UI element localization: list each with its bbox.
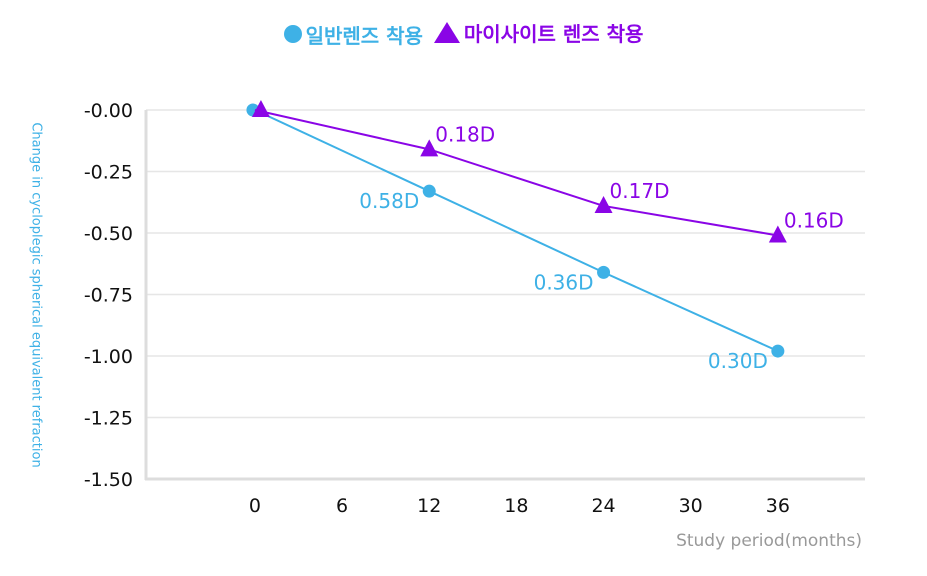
data-label: 0.17D [610, 179, 670, 203]
x-tick-label: 36 [766, 495, 790, 517]
data-label: 0.36D [534, 270, 594, 294]
data-label: 0.18D [435, 122, 495, 146]
data-point-circle [597, 265, 611, 279]
x-tick-label: 12 [417, 495, 441, 517]
legend-item-regular-lens[interactable]: 일반렌즈 착용 [283, 20, 423, 49]
y-tick-label: -0.50 [84, 223, 133, 245]
data-point-triangle [420, 139, 439, 157]
x-tick-label: 18 [504, 495, 528, 517]
series-line-0 [254, 109, 779, 352]
y-tick-label: -1.25 [84, 408, 133, 430]
series-line-1 [254, 109, 779, 237]
data-label: 0.16D [784, 208, 844, 232]
x-axis-label: Study period(months) [676, 531, 862, 551]
chart-legend: 일반렌즈 착용 마이사이트 렌즈 착용 [0, 18, 927, 49]
data-label: 0.30D [708, 349, 768, 373]
circle-marker-icon [283, 25, 302, 43]
data-label: 0.58D [359, 189, 419, 213]
y-tick-label: -0.25 [84, 162, 133, 184]
y-tick-label: -0.75 [84, 285, 133, 307]
y-tick-label: -0.00 [84, 100, 133, 122]
y-tick-label: -1.00 [84, 346, 133, 368]
x-tick-label: 6 [336, 495, 348, 517]
x-tick-label: 0 [249, 495, 261, 517]
legend-label-misight-lens: 마이사이트 렌즈 착용 [463, 22, 644, 46]
legend-label-regular-lens: 일반렌즈 착용 [305, 23, 423, 48]
data-point-circle [422, 184, 436, 198]
data-point-circle [771, 344, 785, 358]
x-tick-label: 30 [679, 495, 703, 517]
legend-item-misight-lens[interactable]: 마이사이트 렌즈 착용 [433, 18, 644, 47]
data-point-triangle [768, 225, 787, 243]
data-point-triangle [594, 195, 613, 213]
y-tick-label: -1.50 [84, 469, 133, 491]
triangle-marker-icon [433, 22, 460, 43]
data-point-triangle [251, 100, 270, 117]
x-tick-label: 24 [591, 495, 615, 517]
